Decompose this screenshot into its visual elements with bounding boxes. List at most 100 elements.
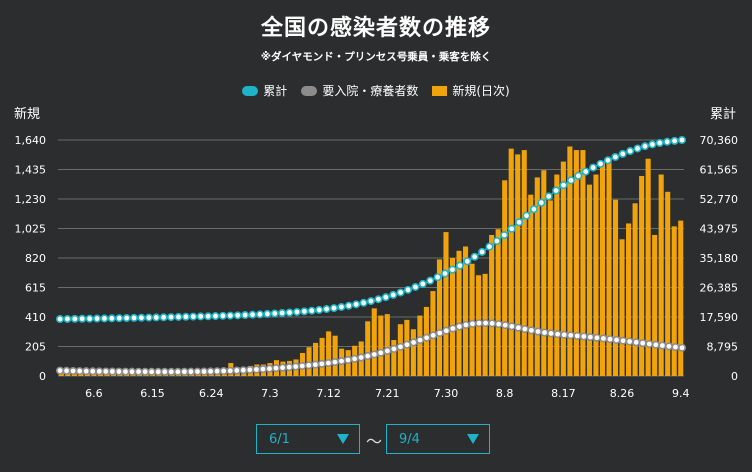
bar (541, 170, 547, 376)
series-point (416, 336, 425, 345)
chart-area: 0 0 205 8,795 410 17,590 615 26,385 820 35,180 1,0… (15, 134, 739, 400)
series-point (559, 181, 568, 190)
series-point (529, 205, 538, 214)
series-point (121, 367, 130, 376)
series-point (618, 149, 627, 158)
right-tick-label: 52,770 (700, 193, 739, 206)
left-tick-label: 1,640 (15, 134, 47, 147)
legend-swatch-hospitalized (301, 85, 318, 96)
series-point (115, 314, 124, 323)
series-point (85, 314, 94, 323)
series-point (174, 312, 183, 321)
series-point (239, 366, 248, 375)
series-point (553, 330, 562, 339)
series-point (677, 343, 686, 352)
legend-swatch-new-daily (432, 85, 448, 96)
end-date-select[interactable]: 9/4 (386, 424, 490, 454)
series-point (537, 198, 546, 207)
series-point (664, 342, 673, 351)
legend-swatch-cumulative (242, 85, 259, 96)
series-point (470, 252, 479, 261)
series-point (540, 328, 549, 337)
bar (678, 220, 684, 376)
right-tick-label: 43,975 (700, 223, 739, 236)
bar (580, 150, 586, 376)
series-point (403, 340, 412, 349)
series-point (655, 138, 664, 147)
series-point (492, 237, 501, 246)
series-point (478, 247, 487, 256)
series-point (330, 358, 339, 367)
x-tick-label: 8.8 (496, 387, 514, 400)
series-point (507, 224, 516, 233)
series-point (448, 324, 457, 333)
series-point (455, 261, 464, 270)
series-point (611, 152, 620, 161)
legend-item-cumulative[interactable]: 累計 (242, 82, 287, 99)
series-point (141, 367, 150, 376)
series-point (69, 366, 78, 375)
series-point (579, 332, 588, 341)
bar (632, 203, 638, 376)
series-point (366, 297, 375, 306)
x-tick-label: 7.30 (434, 387, 459, 400)
series-point (186, 367, 195, 376)
series-point (196, 312, 205, 321)
left-tick-label: 1,435 (15, 164, 47, 177)
right-tick-label: 70,360 (700, 134, 739, 147)
series-point (144, 313, 153, 322)
page-title: 全国の感染者数の推移 (260, 16, 491, 41)
series-point (592, 333, 601, 342)
series-point (285, 308, 294, 317)
bar (671, 226, 677, 376)
series-point (159, 313, 168, 322)
bar (313, 342, 319, 376)
series-point (324, 359, 333, 368)
bar (599, 163, 606, 376)
series-point (586, 333, 595, 342)
legend-label-cumulative: 累計 (263, 84, 288, 98)
series-point (589, 163, 598, 172)
bar (547, 200, 553, 376)
chevron-down-icon (337, 434, 349, 444)
series-point (500, 231, 509, 240)
series-point (376, 348, 385, 357)
start-date-select[interactable]: 6/1 (256, 424, 360, 454)
series-point (307, 306, 316, 315)
series-point (245, 365, 254, 374)
series-point (632, 338, 641, 347)
x-tick-label: 7.3 (261, 387, 279, 400)
series-point (114, 367, 123, 376)
series-point (278, 363, 287, 372)
bar (456, 250, 462, 376)
left-tick-label: 205 (25, 341, 46, 354)
right-tick-label: 26,385 (700, 282, 739, 295)
series-point (278, 309, 287, 318)
series-point (167, 313, 176, 322)
date-range-separator: 〜 (366, 432, 383, 451)
right-tick-label: 61,565 (700, 164, 739, 177)
right-tick-label: 35,180 (700, 252, 739, 265)
bar (449, 258, 456, 376)
bar (436, 259, 443, 376)
series-point (232, 366, 241, 375)
series-point (363, 352, 372, 361)
bar (586, 184, 592, 376)
series-point (468, 319, 477, 328)
series-point (219, 367, 228, 376)
series-point (381, 293, 390, 302)
series-point (605, 335, 614, 344)
bar (639, 175, 645, 376)
series-point (291, 362, 300, 371)
series-point (475, 319, 484, 328)
series-point (241, 311, 250, 320)
series-point (122, 314, 131, 323)
legend-item-new-daily[interactable]: 新規(日次) (432, 82, 510, 99)
series-point (62, 366, 71, 375)
series-point (370, 350, 379, 359)
series-point (285, 363, 294, 372)
series-point (181, 312, 190, 321)
legend-item-hospitalized[interactable]: 要入院・療養者数 (301, 82, 418, 99)
series-point (481, 319, 490, 328)
series-point (154, 367, 163, 376)
